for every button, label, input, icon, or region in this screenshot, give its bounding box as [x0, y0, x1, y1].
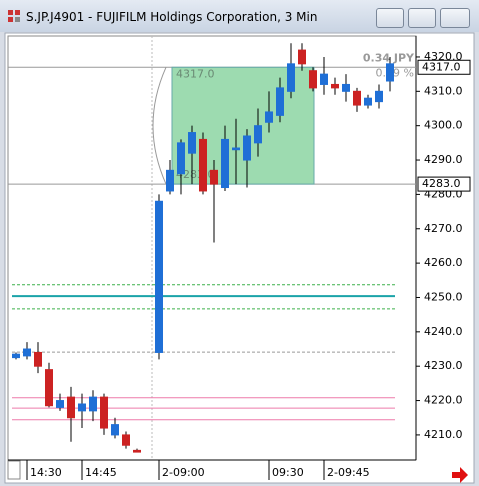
candle-body [78, 403, 86, 412]
candle-body [155, 200, 163, 353]
candle-body [122, 434, 130, 446]
x-tick-label: 14:45 [85, 466, 117, 479]
measure-bracket [152, 67, 167, 185]
candle-body [232, 147, 240, 151]
scroll-arrow[interactable] [452, 467, 468, 483]
candle-body [243, 135, 251, 161]
candle-body [331, 83, 339, 89]
candle-body [67, 396, 75, 419]
candle-body [386, 63, 394, 82]
measure-percent: 0.79 % [376, 66, 414, 79]
candle-body [221, 138, 229, 189]
candle-body [199, 138, 207, 192]
price-box [417, 59, 471, 75]
candle-body [177, 142, 185, 175]
candle-body [210, 169, 218, 185]
candle-body [133, 449, 141, 453]
candle-body [34, 351, 42, 367]
candle-body [254, 125, 262, 144]
candle-body [276, 87, 284, 116]
price-box [417, 176, 471, 192]
y-tick-label: 4220.0 [424, 394, 463, 407]
candle-body [375, 90, 383, 103]
x-tick-label: 2-09:00 [162, 466, 205, 479]
candle-body [298, 49, 306, 65]
candle-body [12, 353, 20, 359]
y-tick-label: 4230.0 [424, 359, 463, 372]
candle-body [287, 63, 295, 92]
candle-body [265, 111, 273, 123]
candle-body [45, 369, 53, 407]
candle-body [89, 396, 97, 412]
measure-change: 0.34 JPY [363, 51, 415, 64]
app-icon [8, 10, 20, 22]
title-bar: S.JP.J4901 - FUJIFILM Holdings Corporati… [0, 0, 479, 32]
x-tick-label: 14:30 [30, 466, 62, 479]
y-tick-label: 4210.0 [424, 428, 463, 441]
window-title: S.JP.J4901 - FUJIFILM Holdings Corporati… [26, 10, 318, 24]
candle-body [166, 169, 174, 192]
x-tick-label: 09:30 [272, 466, 304, 479]
price-box-label: 4317.0 [422, 60, 461, 73]
candle-body [309, 70, 317, 89]
y-tick-label: 4290.0 [424, 153, 463, 166]
candle-body [100, 396, 108, 429]
y-tick-label: 4320.0 [424, 50, 463, 63]
price-box-label: 4283.0 [422, 177, 461, 190]
candle-body [342, 83, 350, 92]
measure-top-label: 4317.0 [176, 67, 215, 80]
close-button[interactable] [440, 8, 470, 28]
maximize-button[interactable] [408, 8, 436, 28]
y-tick-label: 4240.0 [424, 325, 463, 338]
candle-body [111, 424, 119, 436]
y-tick-label: 4310.0 [424, 84, 463, 97]
minimize-button[interactable] [376, 8, 404, 28]
candle-body [353, 90, 361, 106]
y-tick-label: 4270.0 [424, 222, 463, 235]
candle-body [364, 97, 372, 106]
candle-body [320, 73, 328, 85]
y-tick-label: 4250.0 [424, 290, 463, 303]
y-tick-label: 4300.0 [424, 119, 463, 132]
candle-body [188, 132, 196, 154]
y-tick-label: 4260.0 [424, 256, 463, 269]
candle-body [56, 400, 64, 408]
x-tick-label: 2-09:45 [327, 466, 370, 479]
candle-body [23, 348, 31, 357]
